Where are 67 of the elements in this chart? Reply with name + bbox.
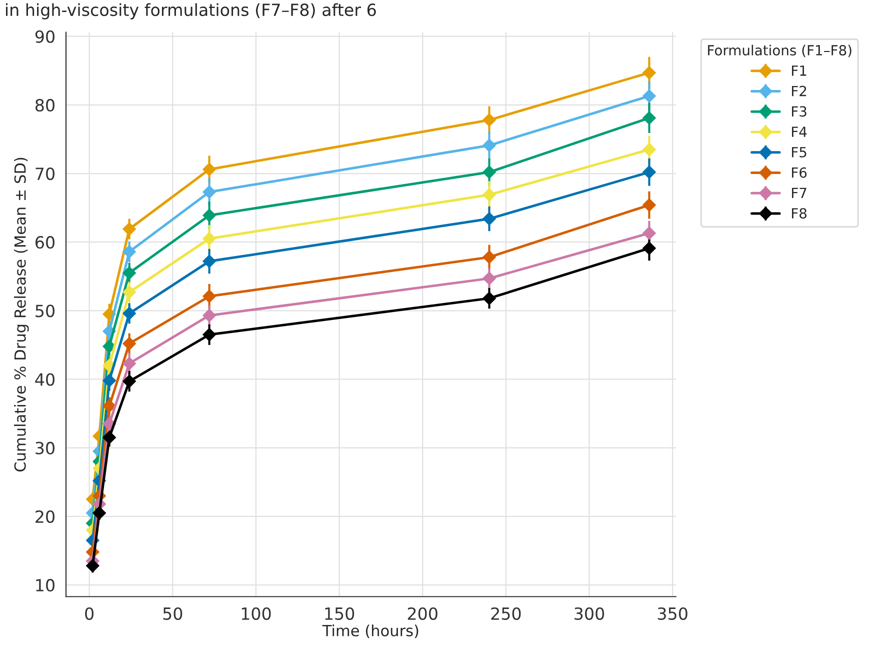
point — [122, 245, 136, 258]
point — [122, 336, 136, 350]
point — [642, 242, 656, 255]
point — [482, 113, 496, 127]
x-tick-label: 150 — [325, 607, 354, 620]
point — [482, 138, 496, 152]
legend-label: F5 — [792, 147, 806, 158]
chart-title: in high-viscosity formulations (F7–F8) after 6 — [6, 3, 376, 20]
x-tick-label: 0 — [85, 607, 94, 620]
x-tick-label: 200 — [408, 607, 438, 620]
y-tick-label: 80 — [36, 98, 54, 112]
point — [122, 222, 136, 236]
point — [102, 374, 116, 388]
point — [122, 374, 136, 388]
y-tick-label: 40 — [35, 373, 54, 386]
point — [642, 198, 656, 212]
y-tick-label: 20 — [36, 510, 54, 523]
y-tick-label: 60 — [36, 236, 54, 249]
point — [102, 399, 116, 413]
y-tick-label: 50 — [36, 304, 54, 318]
point — [482, 272, 496, 286]
point — [642, 142, 656, 156]
x-tick-label: 350 — [658, 607, 688, 620]
point — [642, 89, 656, 103]
x-tick-label: 250 — [491, 607, 521, 620]
point — [642, 111, 656, 125]
point — [102, 340, 116, 353]
point — [202, 162, 216, 176]
point — [202, 254, 216, 268]
point — [202, 185, 216, 199]
point — [122, 356, 136, 370]
point — [642, 166, 656, 179]
x-tick-label: 100 — [242, 607, 271, 620]
legend-label: F6 — [792, 167, 807, 178]
point — [102, 430, 116, 444]
legend-label: F4 — [792, 126, 807, 137]
y-tick-label: 30 — [36, 442, 54, 454]
point — [642, 226, 656, 240]
point — [202, 328, 216, 342]
point — [482, 188, 496, 202]
legend-label: F7 — [792, 188, 806, 198]
point — [642, 66, 656, 80]
point — [482, 292, 496, 305]
y-tick-label: 90 — [35, 30, 54, 43]
point — [202, 232, 216, 246]
y-tick-label: 10 — [36, 578, 54, 592]
legend-title: Formulations (F1–F8) — [708, 44, 852, 58]
point — [202, 308, 216, 322]
point — [122, 306, 136, 320]
legend-label: F8 — [792, 208, 807, 219]
point — [122, 266, 136, 280]
x-tick-label: 300 — [574, 607, 604, 620]
point — [202, 208, 216, 222]
point — [202, 290, 216, 303]
y-axis-title: Cumulative % Drug Release (Mean ± SD) — [14, 158, 29, 472]
point — [86, 559, 100, 572]
x-tick-label: 50 — [163, 607, 182, 620]
legend-label: F1 — [792, 66, 806, 76]
point — [122, 286, 136, 299]
legend-label: F2 — [792, 86, 806, 96]
legend-label: F3 — [792, 106, 806, 117]
point — [482, 212, 496, 226]
x-axis-title: Time (hours) — [322, 624, 418, 638]
point — [92, 506, 106, 520]
point — [482, 250, 496, 264]
point — [482, 166, 496, 179]
y-tick-label: 70 — [36, 167, 54, 180]
